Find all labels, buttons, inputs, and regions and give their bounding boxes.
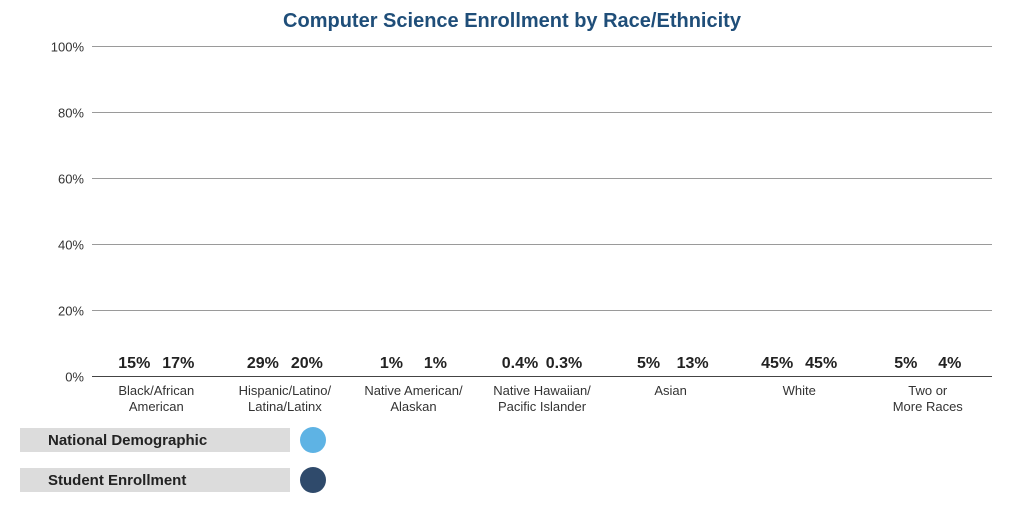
y-axis-label: 80% — [36, 106, 84, 121]
x-axis-label: Black/AfricanAmerican — [92, 377, 221, 414]
legend-item: National Demographic — [20, 425, 326, 455]
x-axis-label: Asian — [606, 377, 735, 414]
bar-value-label: 45% — [761, 355, 793, 373]
bar-value-label: 29% — [247, 355, 279, 373]
bar-value-label: 5% — [894, 355, 917, 373]
bar-group: 5% 4% — [863, 47, 992, 377]
x-axis-label: White — [735, 377, 864, 414]
y-axis-label: 60% — [36, 172, 84, 187]
y-axis-label: 40% — [36, 238, 84, 253]
bar-value-label: 4% — [938, 355, 961, 373]
x-axis-labels: Black/AfricanAmericanHispanic/Latino/Lat… — [92, 377, 992, 414]
legend-swatch — [300, 427, 326, 453]
chart-plot-area: 0%20%40%60%80%100% 15%17%29%20%1%1%0.4%0… — [92, 47, 992, 377]
bar-value-label: 1% — [424, 355, 447, 373]
bar-value-label: 45% — [805, 355, 837, 373]
bar-value-label: 20% — [291, 355, 323, 373]
bar-value-label: 5% — [637, 355, 660, 373]
legend: National Demographic Student Enrollment — [20, 425, 326, 505]
bar-group: 45% 45% — [735, 47, 864, 377]
bar-groups: 15% 17% 29% 20% 1% 1% 0.4% 0.3% 5% 13% 45% 45% 5% 4% — [92, 47, 992, 377]
y-axis-label: 0% — [36, 370, 84, 385]
bar-value-label: 0.4% — [502, 355, 538, 373]
legend-item: Student Enrollment — [20, 465, 326, 495]
x-axis-label: Native Hawaiian/Pacific Islander — [478, 377, 607, 414]
y-axis-label: 20% — [36, 304, 84, 319]
bar-group: 0.4% 0.3% — [478, 47, 607, 377]
chart-title: Computer Science Enrollment by Race/Ethn… — [20, 10, 1004, 33]
bar-group: 15% 17% — [92, 47, 221, 377]
bar-value-label: 15% — [118, 355, 150, 373]
bar-group: 5% 13% — [606, 47, 735, 377]
legend-label: National Demographic — [20, 428, 290, 452]
y-axis-label: 100% — [36, 40, 84, 55]
bar-value-label: 17% — [162, 355, 194, 373]
x-axis-label: Native American/Alaskan — [349, 377, 478, 414]
bar-value-label: 1% — [380, 355, 403, 373]
bar-group: 29% 20% — [221, 47, 350, 377]
bar-value-label: 0.3% — [546, 355, 582, 373]
legend-swatch — [300, 467, 326, 493]
bar-group: 1% 1% — [349, 47, 478, 377]
bar-value-label: 13% — [677, 355, 709, 373]
x-axis-label: Hispanic/Latino/Latina/Latinx — [221, 377, 350, 414]
x-axis-label: Two orMore Races — [863, 377, 992, 414]
legend-label: Student Enrollment — [20, 468, 290, 492]
chart-container: Computer Science Enrollment by Race/Ethn… — [0, 0, 1024, 517]
